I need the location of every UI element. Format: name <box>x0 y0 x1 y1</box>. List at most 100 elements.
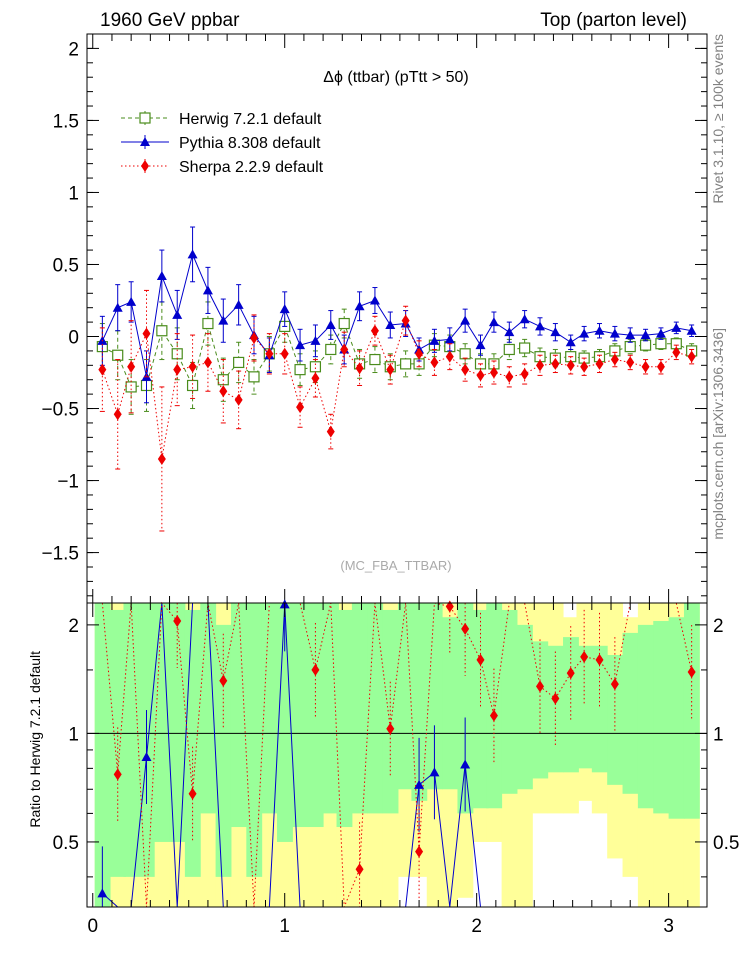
data-point <box>686 325 697 335</box>
legend-marker <box>141 160 149 172</box>
side-label-rivet: Rivet 3.1.10, ≥ 100k events <box>710 34 726 204</box>
uncertainty-band-green <box>184 609 201 877</box>
uncertainty-band-green <box>215 624 232 877</box>
uncertainty-band-green <box>94 603 111 907</box>
y-tick-label: 2 <box>68 39 79 60</box>
ratio-point <box>188 787 197 800</box>
y-tick-label: −0.5 <box>41 400 79 421</box>
data-point <box>504 327 515 337</box>
ratio-panel: 0.5 0.5 1 1 2 2 0 1 2 3 Ratio to Herwig 7.2.1 def… <box>27 599 739 937</box>
data-point <box>565 337 576 347</box>
ratio-point <box>311 663 320 676</box>
legend-label: Herwig 7.2.1 default <box>179 111 322 128</box>
uncertainty-band-green <box>501 609 518 794</box>
data-point <box>671 322 682 332</box>
uncertainty-band-green <box>411 603 428 801</box>
uncertainty-band-green <box>230 603 247 828</box>
ratio-point <box>476 653 485 666</box>
data-point <box>385 319 396 329</box>
data-point <box>172 309 183 319</box>
uncertainty-band-green <box>563 637 579 773</box>
data-point <box>265 347 274 360</box>
data-point <box>415 347 424 360</box>
data-point <box>639 339 652 351</box>
data-point <box>640 330 651 340</box>
uncertainty-band-green <box>382 609 399 814</box>
data-point <box>202 317 214 330</box>
data-point <box>656 360 665 373</box>
uncertainty-band-green <box>426 603 443 790</box>
y-tick-label: 0.5 <box>53 255 79 276</box>
data-point <box>188 360 197 373</box>
ratio-point <box>414 779 425 789</box>
uncertainty-band-green <box>277 603 293 842</box>
header-right: Top (parton level) <box>540 10 687 31</box>
data-point <box>610 353 619 366</box>
uncertainty-band-green <box>323 603 339 814</box>
ratio-point <box>141 752 152 762</box>
uncertainty-band-green <box>367 603 384 814</box>
data-point <box>460 315 471 325</box>
data-point <box>310 335 321 345</box>
data-point <box>430 356 439 369</box>
data-point <box>325 343 337 356</box>
ratio-ylabel: Ratio to Herwig 7.2.1 default <box>27 651 43 828</box>
data-point <box>536 359 545 372</box>
data-point <box>370 324 379 337</box>
data-point <box>595 357 604 370</box>
data-point <box>157 452 166 465</box>
data-point <box>519 342 531 354</box>
data-point <box>400 358 412 370</box>
ratio-line <box>101 601 693 908</box>
data-point <box>551 357 560 370</box>
data-point <box>625 330 636 340</box>
uncertainty-band-green <box>442 617 458 790</box>
data-point <box>445 350 454 363</box>
data-point <box>386 363 395 376</box>
data-point <box>566 359 575 372</box>
data-point <box>311 372 320 385</box>
data-point <box>672 346 681 359</box>
uncertainty-band-green <box>154 603 171 842</box>
ratio-point <box>173 615 182 628</box>
plot-title: Δϕ (ttbar) (pTtt > 50) <box>323 69 468 86</box>
data-point <box>156 271 167 281</box>
data-point <box>309 361 322 373</box>
data-point <box>113 408 122 421</box>
ratio-y-tick-label-right: 1 <box>713 724 724 745</box>
uncertainty-band-green <box>637 624 654 809</box>
data-point <box>112 302 123 312</box>
ratio-point <box>595 653 604 666</box>
ratio-point <box>429 767 440 777</box>
data-point <box>126 296 137 306</box>
main-panel: −1.5 −1 −0.5 0 0.5 1 1.5 2 Δϕ (ttbar) (pTtt > 5… <box>41 33 708 604</box>
data-point <box>488 317 499 327</box>
ratio-point <box>687 666 696 679</box>
data-point <box>655 338 667 350</box>
ratio-point <box>461 622 470 635</box>
uncertainty-band-green <box>292 603 309 828</box>
ratio-panel-frame <box>86 602 708 908</box>
ratio-point <box>610 678 619 691</box>
legend: Herwig 7.2.1 default Pythia 8.308 default… <box>121 111 324 176</box>
uncertainty-band-green <box>622 632 639 794</box>
data-point <box>279 304 290 314</box>
data-point <box>294 364 306 376</box>
series-line <box>101 319 692 460</box>
ratio-point <box>219 674 228 687</box>
ratio-point <box>386 722 395 735</box>
uncertainty-band-green <box>123 603 140 877</box>
data-point <box>503 343 515 356</box>
data-point <box>641 360 650 373</box>
ratio-point <box>97 888 108 898</box>
data-point <box>489 366 498 379</box>
ratio-point <box>551 692 560 705</box>
uncertainty-band-green <box>351 603 368 814</box>
data-point <box>624 340 636 353</box>
data-point <box>233 299 244 309</box>
data-point <box>519 314 530 324</box>
data-point <box>202 285 213 295</box>
data-point <box>369 353 381 366</box>
data-point <box>505 370 514 383</box>
data-point <box>535 321 546 331</box>
